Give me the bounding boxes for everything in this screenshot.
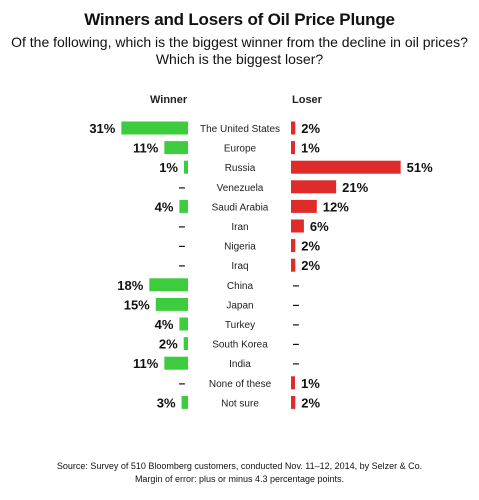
category-label-china: China [227,281,254,292]
loser-missing-china: – [293,278,300,292]
winner-bar-not-sure [181,395,188,409]
loser-bar-iraq [291,258,296,272]
loser-bar-none-of-these [291,376,295,390]
category-label-nigeria: Nigeria [224,242,256,253]
category-label-iraq: Iraq [231,261,248,272]
loser-value-the-united-states: 2% [301,121,320,136]
category-label-saudi-arabia: Saudi Arabia [212,202,269,213]
winner-value-the-united-states: 31% [89,121,115,136]
winner-value-russia: 1% [159,160,178,175]
category-label-japan: Japan [226,300,253,311]
loser-bar-venezuela [291,180,337,194]
chart-subtitle: Of the following, which is the biggest w… [10,34,469,68]
loser-value-nigeria: 2% [301,239,320,254]
winner-bar-the-united-states [121,121,188,135]
loser-bar-europe [291,141,295,155]
winner-value-saudi-arabia: 4% [155,199,174,214]
winner-bar-india [164,356,188,370]
winner-bar-saudi-arabia [179,199,188,213]
category-label-venezuela: Venezuela [217,183,264,194]
category-label-the-united-states: The United States [200,124,280,135]
winner-value-europe: 11% [133,141,159,156]
winner-value-not-sure: 3% [157,395,176,410]
category-label-not-sure: Not sure [221,398,259,409]
category-label-none-of-these: None of these [209,379,272,390]
winner-value-china: 18% [117,278,143,293]
winner-missing-iran: – [179,219,186,233]
category-label-south-korea: South Korea [212,340,268,351]
loser-value-saudi-arabia: 12% [323,199,349,214]
loser-value-iraq: 2% [301,258,320,273]
loser-bar-iran [291,219,304,233]
loser-missing-india: – [293,356,300,370]
winner-bar-south-korea [183,337,188,351]
diverging-bar-chart: Winner Loser The United States 31% 2% Europe 1… [89,94,433,410]
winner-bar-europe [164,141,188,155]
footnote-margin: Margin of error: plus or minus 4.3 perce… [134,474,345,484]
category-label-turkey: Turkey [225,320,255,331]
winner-missing-venezuela: – [179,180,186,194]
chart-footnote: Source: Survey of 510 Bloomberg customer… [10,460,469,486]
winner-column-header: Winner [150,94,188,106]
winner-value-india: 11% [133,356,159,371]
loser-value-venezuela: 21% [342,180,368,195]
loser-value-not-sure: 2% [301,395,320,410]
winner-missing-iraq: – [179,258,186,272]
winner-bar-china [149,278,188,292]
winner-bar-turkey [179,317,188,331]
loser-missing-turkey: – [293,317,300,331]
subtitle-line-1: Of the following, which is the biggest w… [11,34,468,50]
loser-value-iran: 6% [310,219,329,234]
chart-title: Winners and Losers of Oil Price Plunge [84,10,395,29]
winner-value-japan: 15% [124,297,150,312]
loser-value-none-of-these: 1% [301,376,320,391]
footnote-source: Source: Survey of 510 Bloomberg customer… [56,461,423,471]
loser-bar-nigeria [291,239,296,253]
loser-value-russia: 51% [407,160,433,175]
category-label-russia: Russia [225,163,256,174]
loser-column-header: Loser [292,94,323,106]
winner-value-south-korea: 2% [159,337,178,352]
loser-bar-not-sure [291,395,296,409]
loser-missing-south-korea: – [293,337,300,351]
loser-value-europe: 1% [301,141,320,156]
winner-missing-nigeria: – [179,239,186,253]
loser-bar-saudi-arabia [291,199,317,213]
category-label-europe: Europe [224,144,257,155]
winner-missing-none-of-these: – [179,376,186,390]
category-label-iran: Iran [231,222,248,233]
loser-bar-russia [291,160,401,174]
subtitle-line-2: Which is the biggest loser? [155,51,324,67]
loser-bar-the-united-states [291,121,296,135]
winner-value-turkey: 4% [155,317,174,332]
winner-bar-japan [155,297,188,311]
loser-missing-japan: – [293,297,300,311]
category-label-india: India [229,359,251,370]
winner-bar-russia [184,160,188,174]
